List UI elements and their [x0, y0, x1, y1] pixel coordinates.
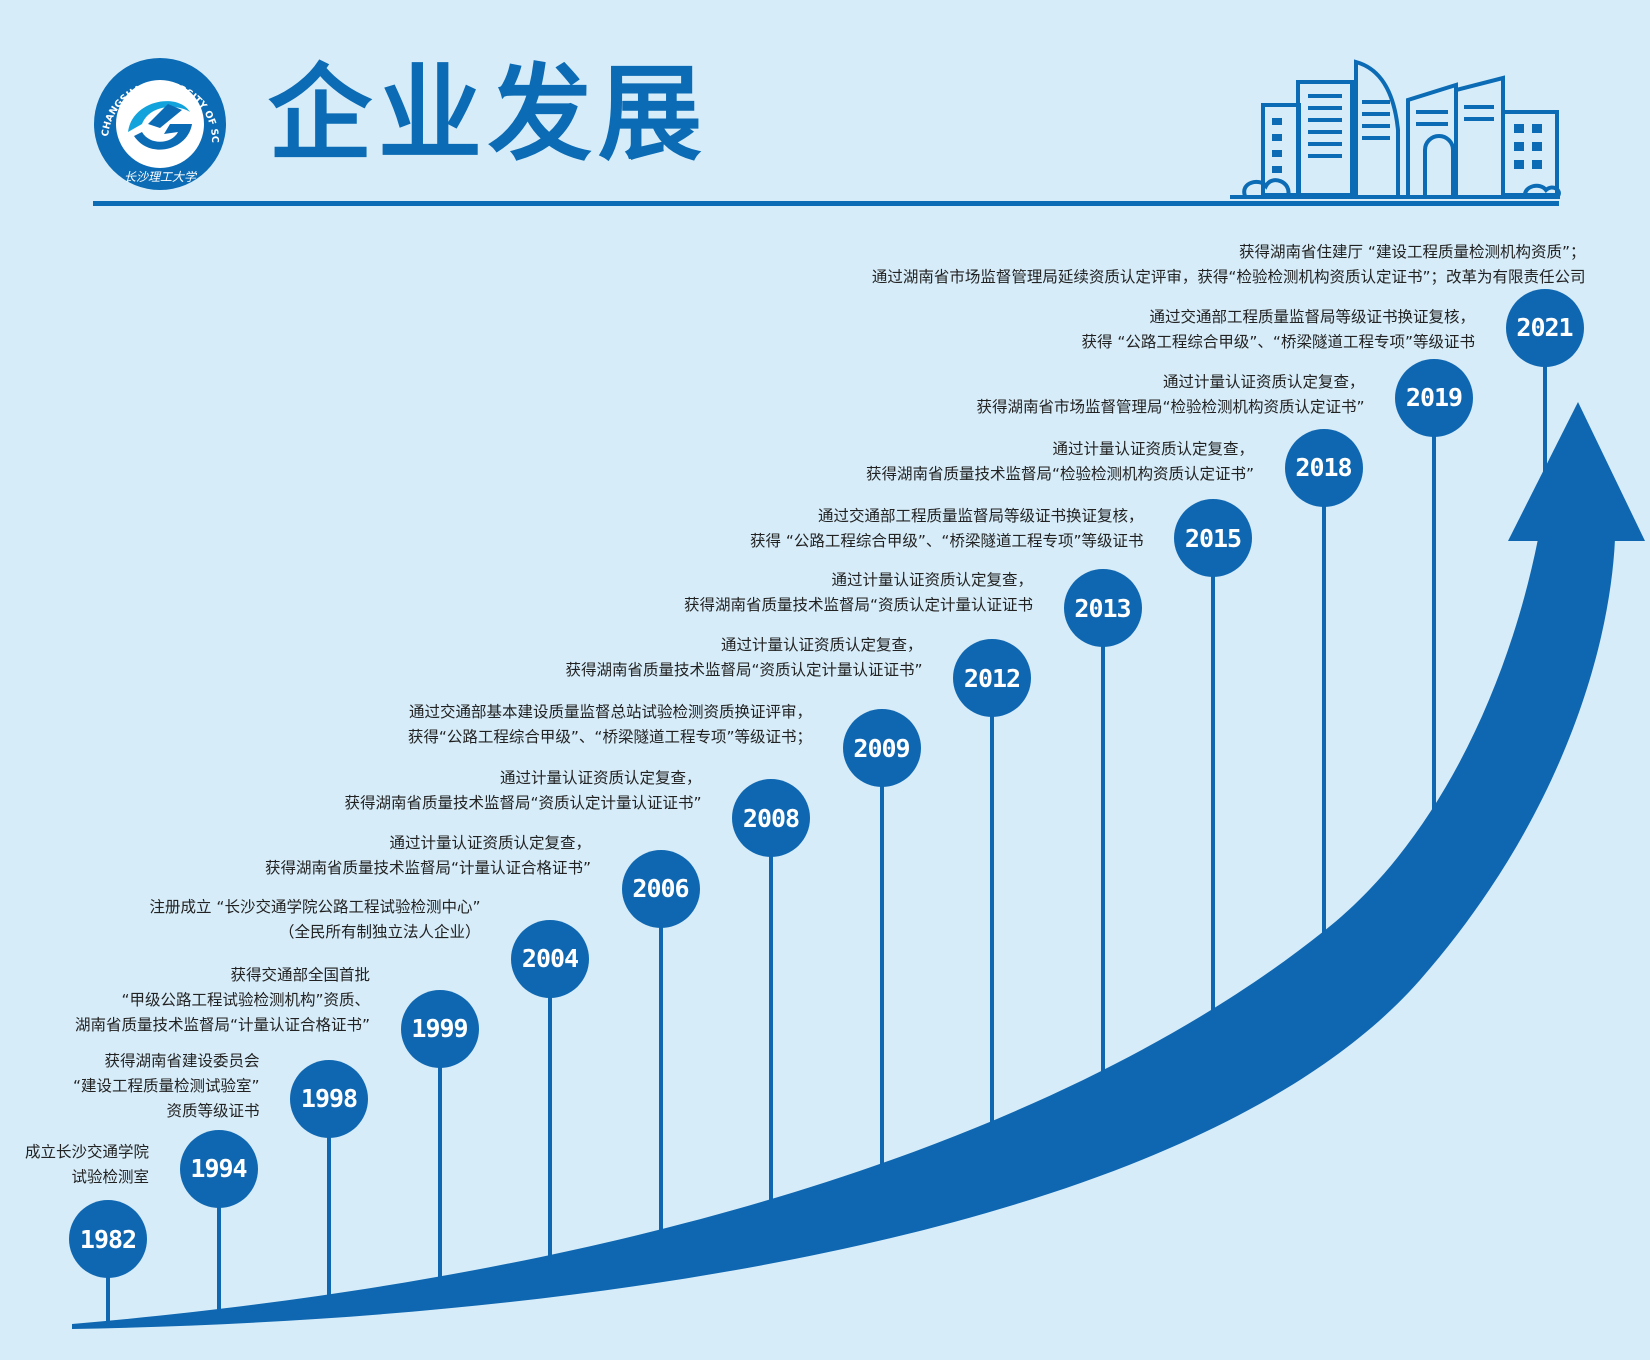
university-logo: CHANGSHA UNIVERSITY OF SCIENCE & TECHNOL… — [0, 0, 1561, 199]
year-badge-1994: 1994 — [179, 1129, 258, 1208]
year-badge-2012: 2012 — [953, 639, 1031, 718]
year-badge-1998: 1998 — [290, 1059, 368, 1138]
description-line: 通过计量认证资质认定复查， — [389, 834, 591, 852]
description-line: 通过交通部工程质量监督局等级证书换证复核， — [1149, 308, 1475, 326]
year-badge-2004: 2004 — [511, 919, 589, 998]
description-line: 成立长沙交通学院 — [24, 1143, 149, 1161]
milestone-description: 注册成立 “长沙交通学院公路工程试验检测中心” （全民所有制独立法人企业） — [150, 895, 481, 945]
description-line: 获得“公路工程综合甲级”、“桥梁隧道工程专项”等级证书； — [407, 728, 812, 746]
header-divider — [93, 201, 1559, 206]
description-line: 通过计量认证资质认定复查， — [1052, 440, 1254, 458]
milestone-description: 获得湖南省住建厅 “建设工程质量检测机构资质”； 通过湖南省市场监督管理局延续资质… — [872, 240, 1586, 290]
milestone-stem — [1432, 397, 1436, 810]
year-badge-2015: 2015 — [1174, 499, 1252, 577]
description-line: 通过交通部基本建设质量监督总站试验检测资质换证评审， — [408, 703, 812, 721]
milestone-stem — [437, 1028, 442, 1300]
year-badge-2018: 2018 — [1284, 428, 1363, 507]
year-badge-2019: 2019 — [1395, 358, 1473, 437]
milestone-stem — [658, 888, 663, 1262]
description-line: 湖南省质量技术监督局“计量认证合格证书” — [74, 1016, 370, 1034]
description-line: 通过计量认证资质认定复查， — [720, 636, 923, 654]
description-line: “建设工程质量检测试验室” — [72, 1077, 260, 1095]
description-line: 通过交通部工程质量监督局等级证书换证复核， — [817, 507, 1144, 525]
description-line: 通过湖南省市场监督管理局延续资质认定评审，获得“检验检测机构资质认定证书”；改革… — [871, 268, 1586, 286]
milestone-description: 通过计量认证资质认定复查， 获得湖南省质量技术监督局“资质认定计量认证证书” — [565, 633, 922, 683]
milestone-stem — [990, 678, 994, 1148]
year-badge-1982: 1982 — [69, 1200, 147, 1278]
description-line: 通过计量认证资质认定复查， — [1162, 373, 1365, 391]
description-line: 获得湖南省质量技术监督局“检验检测机构资质认定证书” — [865, 465, 1254, 483]
year-badge-2021: 2021 — [1505, 288, 1584, 367]
description-line: 通过计量认证资质认定复查， — [499, 769, 702, 787]
page-title: 企业发展 — [268, 53, 709, 175]
description-line: 获得湖南省质量技术监督局“资质认定计量认证证书” — [565, 661, 923, 679]
milestone-stem — [1100, 608, 1105, 1095]
description-line: 获得湖南省质量技术监督局“资质认定计量认证证书 — [683, 596, 1033, 614]
milestone-description: 通过计量认证资质认定复查， 获得湖南省质量技术监督局“检验检测机构资质认定证书” — [866, 437, 1254, 487]
milestone-stem — [548, 958, 552, 1285]
year-badge-1999: 1999 — [400, 989, 479, 1068]
description-line: 获得 “公路工程综合甲级”、“桥梁隧道工程专项”等级证书 — [749, 532, 1144, 550]
svg-text:长沙理工大学: 长沙理工大学 — [124, 170, 198, 184]
year-badge-2006: 2006 — [621, 849, 700, 928]
milestone-stem — [1211, 538, 1215, 1025]
description-line: （全民所有制独立法人企业） — [278, 923, 481, 941]
milestone-description: 通过计量认证资质认定复查， 获得湖南省质量技术监督局“资质认定计量认证证书 — [684, 568, 1033, 618]
description-line: 试验检测室 — [71, 1168, 149, 1186]
milestone-description: 通过交通部工程质量监督局等级证书换证复核， 获得 “公路工程综合甲级”、“桥梁隧道… — [750, 504, 1144, 554]
description-line: 获得湖南省建设委员会 — [104, 1052, 260, 1070]
milestone-stem — [1321, 467, 1326, 935]
description-line: “甲级公路工程试验检测机构”资质、 — [121, 991, 370, 1009]
year-badge-2013: 2013 — [1063, 569, 1142, 648]
description-line: 获得湖南省质量技术监督局“资质认定计量认证证书” — [344, 794, 702, 812]
milestone-description: 通过交通部工程质量监督局等级证书换证复核， 获得 “公路工程综合甲级”、“桥梁隧道… — [1081, 305, 1475, 355]
milestone-description: 通过计量认证资质认定复查， 获得湖南省市场监督管理局“检验检测机构资质认定证书” — [976, 370, 1364, 420]
year-badge-2009: 2009 — [842, 709, 921, 788]
milestone-description: 通过交通部基本建设质量监督总站试验检测资质换证评审， 获得“公路工程综合甲级”、“… — [408, 700, 812, 750]
description-line: 通过计量认证资质认定复查， — [831, 571, 1033, 589]
description-line: 注册成立 “长沙交通学院公路工程试验检测中心” — [149, 898, 481, 916]
description-line: 获得湖南省住建厅 “建设工程质量检测机构资质”； — [1239, 243, 1586, 261]
city-buildings-icon — [1230, 59, 1561, 199]
description-line: 获得交通部全国首批 — [230, 966, 370, 984]
milestone-description: 通过计量认证资质认定复查， 获得湖南省质量技术监督局“资质认定计量认证证书” — [344, 766, 701, 816]
milestone-description: 通过计量认证资质认定复查， 获得湖南省质量技术监督局“计量认证合格证书” — [265, 831, 591, 881]
description-line: 获得湖南省质量技术监督局“计量认证合格证书” — [264, 859, 591, 877]
milestone-description: 获得湖南省建设委员会 “建设工程质量检测试验室” 资质等级证书 — [73, 1049, 260, 1124]
year-badge-2008: 2008 — [732, 779, 810, 858]
description-line: 获得湖南省市场监督管理局“检验检测机构资质认定证书” — [976, 398, 1365, 416]
description-line: 资质等级证书 — [166, 1102, 260, 1120]
description-line: 获得 “公路工程综合甲级”、“桥梁隧道工程专项”等级证书 — [1081, 333, 1475, 351]
milestone-description: 成立长沙交通学院试验检测室 — [25, 1140, 149, 1190]
milestone-description: 获得交通部全国首批 “甲级公路工程试验检测机构”资质、湖南省质量技术监督局“计量认… — [75, 963, 370, 1038]
milestone-stem — [879, 748, 884, 1195]
milestone-stem — [769, 818, 773, 1232]
